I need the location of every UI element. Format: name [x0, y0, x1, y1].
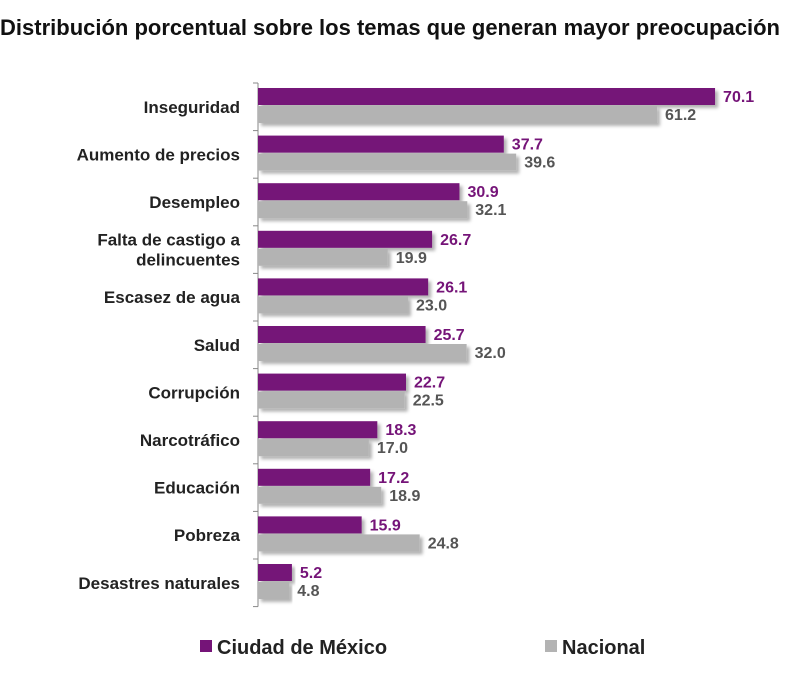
chart-title: Distribución porcentual sobre los temas …: [0, 15, 780, 40]
bar-cdmx: [258, 564, 292, 581]
data-label: 22.7: [414, 375, 445, 392]
category-label: Narcotráfico: [140, 431, 240, 450]
data-label: 4.8: [297, 583, 319, 600]
bar-nacional: [258, 439, 369, 457]
bar-cdmx: [258, 135, 504, 153]
data-label: 37.7: [512, 137, 543, 154]
bar-nacional: [258, 534, 420, 552]
bar-cdmx: [258, 421, 378, 439]
data-label: 17.2: [378, 470, 409, 487]
data-label: 26.1: [436, 279, 467, 296]
bar-nacional: [258, 106, 658, 123]
bar-nacional: [258, 582, 290, 599]
bar-nacional: [258, 391, 405, 409]
category-label: Escasez de agua: [104, 288, 241, 307]
legend-label: Nacional: [562, 637, 645, 659]
legend-swatch: [545, 640, 557, 652]
bar-cdmx: [258, 183, 460, 201]
legend-swatch: [200, 640, 212, 652]
data-label: 15.9: [370, 517, 401, 534]
category-label: Aumento de precios: [77, 145, 240, 164]
category-label: Educación: [154, 479, 240, 498]
data-label: 32.1: [475, 202, 506, 219]
category-label: Desastres naturales: [78, 574, 240, 593]
bar-nacional: [258, 153, 517, 171]
data-label: 70.1: [723, 89, 754, 106]
category-label: Desempleo: [149, 193, 240, 212]
bar-nacional: [258, 486, 382, 504]
data-label: 18.3: [385, 422, 416, 439]
category-label: Salud: [194, 336, 240, 355]
data-label: 5.2: [300, 565, 322, 582]
data-label: 24.8: [428, 535, 459, 552]
category-label: Corrupción: [148, 383, 240, 402]
data-label: 30.9: [467, 184, 498, 201]
bar-nacional: [258, 201, 468, 219]
bar-cdmx: [258, 326, 426, 343]
bar-cdmx: [258, 278, 429, 296]
bar-cdmx: [258, 88, 716, 105]
data-label: 19.9: [396, 250, 427, 267]
data-label: 17.0: [377, 440, 408, 457]
bar-nacional: [258, 296, 408, 314]
data-label: 26.7: [440, 232, 471, 249]
category-label: Inseguridad: [144, 98, 240, 117]
category-label: Pobreza: [174, 526, 241, 545]
legend-label: Ciudad de México: [217, 637, 387, 659]
data-label: 39.6: [524, 155, 555, 172]
category-label: Falta de castigo a delincuentes: [97, 231, 240, 270]
bar-cdmx: [258, 230, 433, 248]
bar-cdmx: [258, 468, 371, 486]
data-label: 61.2: [665, 107, 696, 124]
data-label: 18.9: [389, 488, 420, 505]
data-label: 22.5: [413, 393, 444, 410]
bar-nacional: [258, 344, 467, 361]
bar-cdmx: [258, 373, 407, 391]
data-label: 25.7: [434, 327, 465, 344]
bar-cdmx: [258, 516, 362, 534]
data-label: 23.0: [416, 297, 447, 314]
data-label: 32.0: [475, 345, 506, 362]
bar-nacional: [258, 248, 388, 266]
